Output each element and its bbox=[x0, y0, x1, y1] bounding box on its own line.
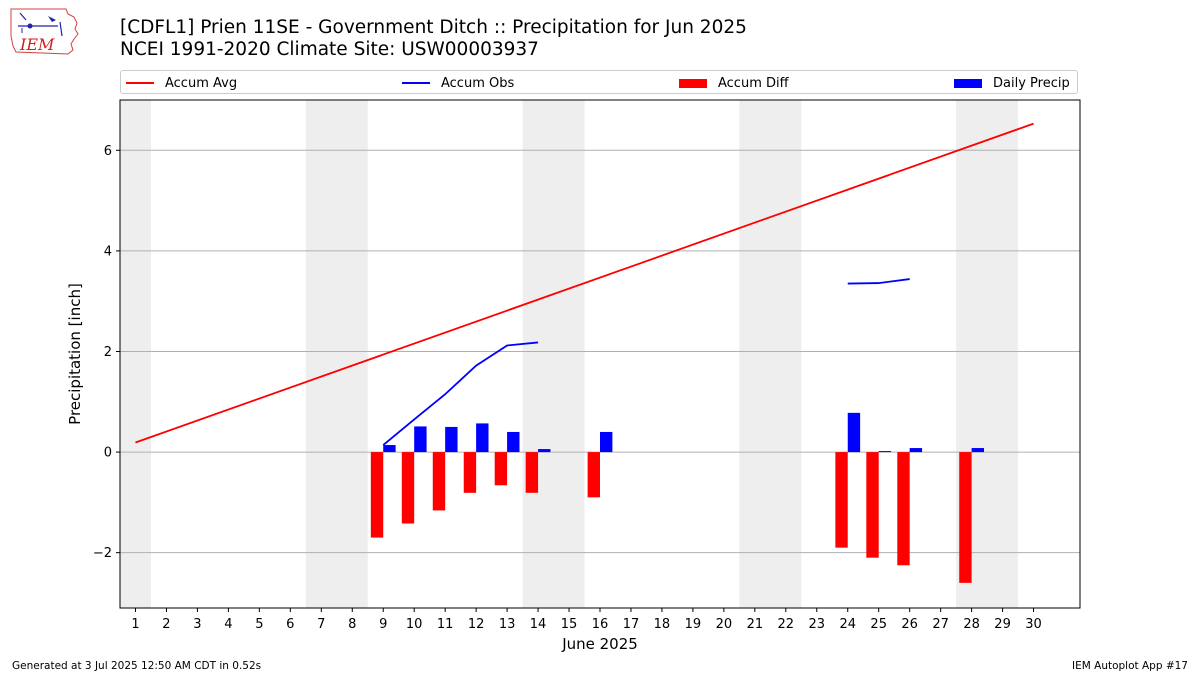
accum-diff-bar bbox=[866, 452, 879, 558]
x-tick-label: 14 bbox=[530, 617, 547, 632]
daily-precip-bar bbox=[847, 412, 861, 453]
footer-app-id: IEM Autoplot App #17 bbox=[1072, 660, 1188, 672]
accum-diff-bar bbox=[401, 452, 415, 524]
x-tick-label: 10 bbox=[406, 617, 423, 632]
x-tick-label: 1 bbox=[131, 617, 139, 632]
chart-legend: Accum Avg Accum Obs Accum Diff Daily Pre… bbox=[120, 70, 1078, 94]
x-tick-label: 2 bbox=[162, 617, 170, 632]
x-tick-label: 5 bbox=[255, 617, 263, 632]
x-axis-label: June 2025 bbox=[561, 635, 638, 653]
weekend-band bbox=[305, 100, 368, 608]
daily-precip-bar bbox=[971, 448, 984, 453]
x-tick-label: 17 bbox=[623, 617, 640, 632]
daily-precip-bar bbox=[383, 445, 396, 453]
daily-precip-bar bbox=[878, 451, 892, 453]
x-tick-label: 29 bbox=[994, 617, 1011, 632]
legend-item-accum-diff: Accum Diff bbox=[679, 74, 789, 92]
chart-title: [CDFL1] Prien 11SE - Government Ditch ::… bbox=[120, 17, 747, 61]
daily-precip-bar bbox=[414, 426, 427, 453]
x-tick-label: 22 bbox=[778, 617, 795, 632]
series-lines bbox=[135, 122, 1034, 446]
x-tick-label: 11 bbox=[437, 617, 454, 632]
x-tick-label: 4 bbox=[224, 617, 232, 632]
y-axis-ticks: −2 0 2 4 6 bbox=[93, 144, 120, 561]
x-tick-label: 18 bbox=[654, 617, 671, 632]
accum-obs-line bbox=[382, 341, 539, 446]
y-tick-label: 2 bbox=[104, 345, 112, 360]
weekend-band bbox=[739, 100, 802, 608]
y-tick-label: −2 bbox=[93, 546, 112, 561]
y-axis-label: Precipitation [inch] bbox=[66, 283, 84, 425]
accum-diff-bar bbox=[835, 452, 848, 548]
daily-precip-bar bbox=[445, 426, 458, 453]
x-tick-label: 30 bbox=[1025, 617, 1042, 632]
legend-swatch-accum-obs bbox=[402, 82, 430, 84]
legend-swatch-accum-diff bbox=[679, 78, 707, 88]
x-tick-label: 7 bbox=[317, 617, 325, 632]
legend-item-daily-precip: Daily Precip bbox=[954, 74, 1070, 92]
accum-diff-bar bbox=[370, 452, 384, 538]
x-tick-label: 21 bbox=[747, 617, 764, 632]
accum-diff-bar bbox=[897, 452, 910, 566]
legend-swatch-daily-precip bbox=[954, 78, 982, 88]
iem-logo: IEM bbox=[8, 6, 80, 58]
logo-text: IEM bbox=[19, 35, 55, 54]
x-tick-label: 15 bbox=[561, 617, 578, 632]
bars bbox=[370, 412, 984, 583]
x-tick-label: 19 bbox=[685, 617, 702, 632]
accum-diff-bar bbox=[463, 452, 477, 493]
x-tick-label: 3 bbox=[193, 617, 201, 632]
chart-title-line2: NCEI 1991-2020 Climate Site: USW00003937 bbox=[120, 39, 539, 60]
accum-obs-line bbox=[847, 278, 910, 285]
accum-diff-bar bbox=[494, 452, 508, 486]
daily-precip-bar bbox=[476, 423, 489, 453]
accum-diff-bar bbox=[959, 452, 972, 583]
x-tick-label: 23 bbox=[809, 617, 826, 632]
legend-item-accum-obs: Accum Obs bbox=[402, 74, 514, 92]
legend-label-accum-diff: Accum Diff bbox=[718, 75, 789, 91]
iem-iowa-logo-icon: IEM bbox=[10, 8, 79, 55]
accum-avg-line bbox=[135, 122, 1034, 444]
footer-generated: Generated at 3 Jul 2025 12:50 AM CDT in … bbox=[12, 660, 262, 672]
accum-diff-bar bbox=[525, 452, 539, 493]
accum-diff-bar bbox=[587, 452, 600, 498]
accum-diff-bar bbox=[432, 452, 446, 511]
daily-precip-bar bbox=[600, 431, 613, 453]
x-tick-label: 24 bbox=[839, 617, 856, 632]
x-tick-label: 16 bbox=[592, 617, 609, 632]
x-tick-label: 9 bbox=[379, 617, 387, 632]
daily-precip-bar bbox=[507, 431, 520, 453]
legend-label-daily-precip: Daily Precip bbox=[993, 75, 1070, 91]
daily-precip-bar bbox=[909, 448, 923, 453]
x-tick-label: 25 bbox=[870, 617, 887, 632]
x-tick-label: 8 bbox=[348, 617, 356, 632]
x-tick-label: 12 bbox=[468, 617, 485, 632]
legend-label-accum-obs: Accum Obs bbox=[441, 75, 515, 91]
y-tick-label: 0 bbox=[104, 446, 112, 461]
legend-swatch-accum-avg bbox=[126, 82, 154, 84]
legend-label-accum-avg: Accum Avg bbox=[165, 75, 238, 91]
x-tick-label: 28 bbox=[963, 617, 980, 632]
daily-precip-bar bbox=[538, 449, 551, 453]
y-tick-label: 6 bbox=[104, 144, 112, 159]
weekend-band bbox=[120, 100, 151, 608]
x-tick-label: 13 bbox=[499, 617, 516, 632]
x-tick-label: 20 bbox=[716, 617, 733, 632]
x-tick-label: 26 bbox=[901, 617, 918, 632]
weekend-band bbox=[522, 100, 585, 608]
legend-item-accum-avg: Accum Avg bbox=[126, 74, 237, 92]
x-tick-label: 6 bbox=[286, 617, 294, 632]
chart-title-line1: [CDFL1] Prien 11SE - Government Ditch ::… bbox=[120, 17, 747, 38]
x-axis-ticks: 1 2 3 4 5 6 7 8 9 10 11 12 13 14 15 16 17 18 19 20 21 22 23 24 2… bbox=[131, 608, 1042, 632]
y-tick-label: 4 bbox=[104, 244, 112, 259]
weekend-shading bbox=[120, 100, 1019, 608]
x-tick-label: 27 bbox=[932, 617, 949, 632]
plot-frame bbox=[119, 99, 1081, 609]
